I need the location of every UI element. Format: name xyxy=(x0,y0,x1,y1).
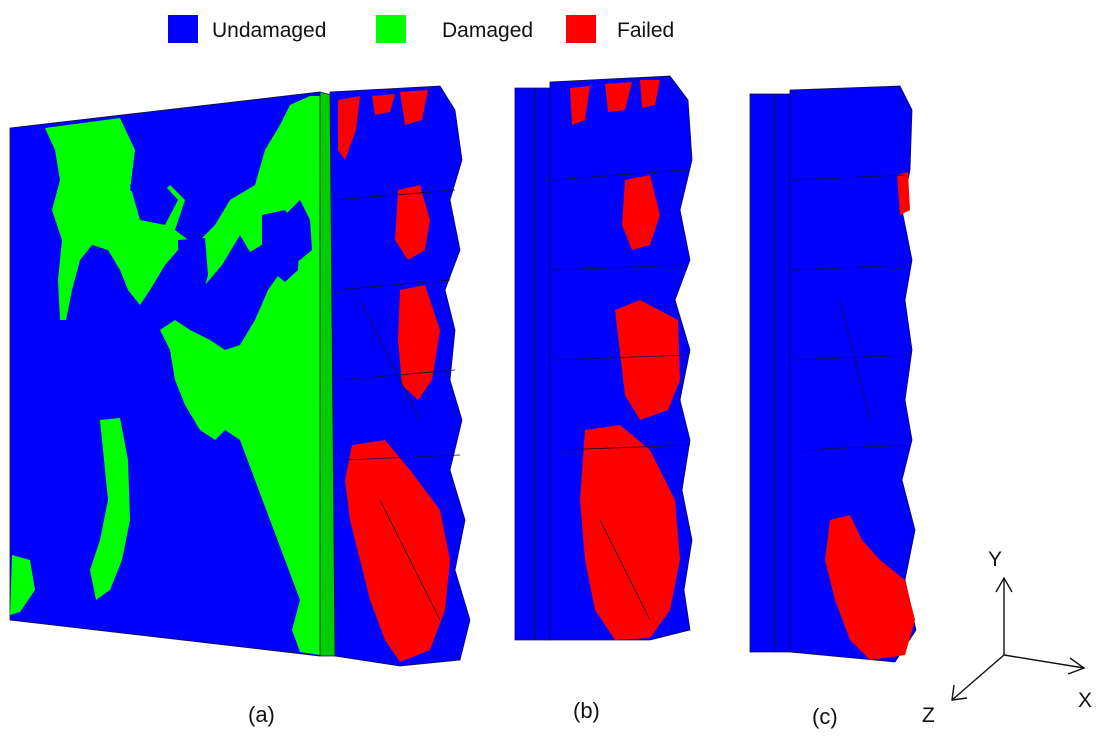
panel-c-label: (c) xyxy=(812,704,838,729)
x-axis-arrowhead xyxy=(1067,657,1086,675)
panel-b-failed-region-1 xyxy=(622,175,660,250)
panel-c-side-face xyxy=(749,93,791,653)
panel-a-damaged-region xyxy=(45,96,320,655)
y-axis-arrowhead xyxy=(995,576,1013,593)
panel-b-failed-region-3 xyxy=(580,425,680,640)
z-axis-label: Z xyxy=(922,704,935,727)
z-axis-arrow xyxy=(951,654,1005,701)
panel-a-failed-region-top xyxy=(338,90,428,160)
legend-label-failed: Failed xyxy=(617,19,674,42)
legend-label-damaged: Damaged xyxy=(442,19,533,42)
panel-a-label: (a) xyxy=(248,702,275,727)
legend-swatch-failed xyxy=(566,15,596,43)
legend-swatch-undamaged xyxy=(168,15,198,43)
panel-a-damaged-patch-1 xyxy=(90,418,130,600)
panel-a-undamaged-island-2 xyxy=(262,210,300,282)
panel-b-failed-region-2 xyxy=(615,300,680,420)
coordinate-axes: Y X Z xyxy=(922,548,1092,727)
legend-swatch-damaged xyxy=(376,15,406,43)
panel-b-label: (b) xyxy=(573,698,600,723)
panel-a-undamaged-island-3 xyxy=(130,180,178,225)
legend-label-undamaged: Undamaged xyxy=(212,19,326,42)
panel-a-failed-region-1 xyxy=(395,185,430,260)
panel-a-failed-region-3 xyxy=(345,440,450,662)
panel-a xyxy=(9,85,471,667)
panel-b-failed-region-top xyxy=(570,80,660,125)
panel-b xyxy=(514,75,693,641)
panel-a-failed-region-2 xyxy=(398,285,440,400)
panel-b-side-face xyxy=(514,87,551,641)
z-axis-arrowhead xyxy=(951,684,968,701)
panel-a-damaged-patch-2 xyxy=(10,555,35,615)
panel-c-failed-region-1 xyxy=(897,172,910,215)
y-axis-label: Y xyxy=(988,548,1002,571)
panel-c-failed-region-2 xyxy=(825,515,915,660)
panel-b-crack-lines xyxy=(551,169,691,621)
panel-c-crack-lines xyxy=(791,174,911,451)
x-axis-arrow xyxy=(1003,654,1085,669)
panel-c xyxy=(749,85,917,663)
panel-a-crack-lines xyxy=(334,189,461,621)
legend: Undamaged Damaged Failed xyxy=(168,15,674,43)
x-axis-label: X xyxy=(1078,689,1092,712)
panel-a-undamaged-island-1 xyxy=(178,238,208,310)
